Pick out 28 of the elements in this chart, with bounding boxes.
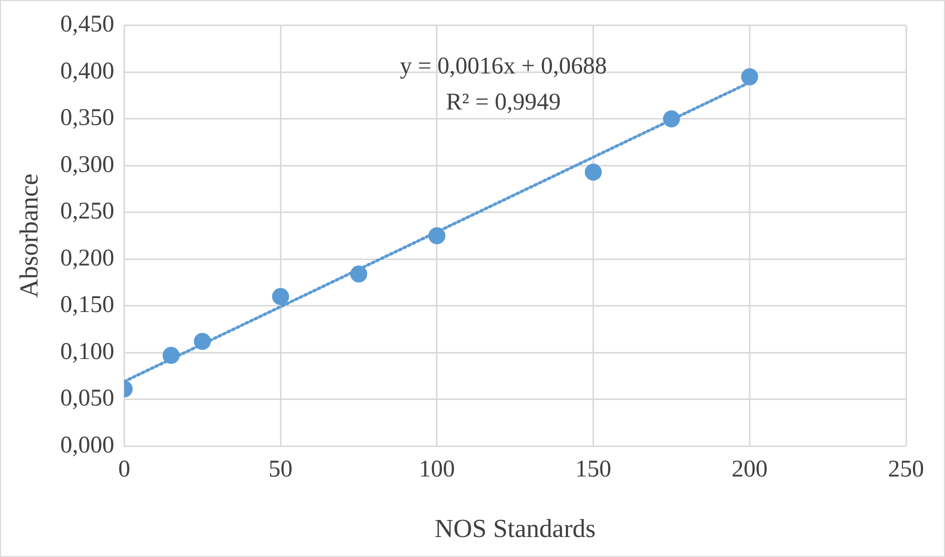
point	[162, 346, 180, 364]
x-tick-label: 100	[418, 456, 455, 483]
x-tick-label: 200	[732, 456, 768, 483]
y-tick-label: 0,300	[60, 152, 114, 178]
x-tick-label: 250	[888, 456, 924, 483]
point	[662, 110, 680, 128]
point	[741, 68, 758, 86]
point	[272, 288, 290, 305]
y-tick-label: 0,150	[60, 292, 114, 318]
point	[428, 227, 446, 244]
x-tick-label: 50	[268, 456, 293, 483]
annotation: y = 0,0016x + 0,0688	[400, 54, 607, 80]
point	[584, 164, 602, 181]
y-tick-label: 0,250	[60, 198, 114, 225]
y-tick-label: 0,350	[60, 105, 114, 132]
annotation: R² = 0,9949	[446, 90, 561, 116]
x-axis-title: NOS Standards	[434, 514, 596, 544]
y-axis-title: Absorbance	[14, 174, 44, 298]
y-tick-label: 0,200	[60, 245, 114, 272]
y-tick-label: 0,050	[60, 386, 114, 412]
point	[194, 332, 211, 350]
x-tick-label: 0	[118, 456, 130, 483]
y-tick-label: 0,400	[60, 58, 114, 84]
y-tick-label: 0,000	[60, 432, 114, 458]
x-tick-label: 150	[575, 456, 612, 483]
y-tick-label: 0,450	[60, 12, 114, 38]
y-tick-label: 0,100	[60, 338, 114, 365]
point	[350, 266, 368, 283]
